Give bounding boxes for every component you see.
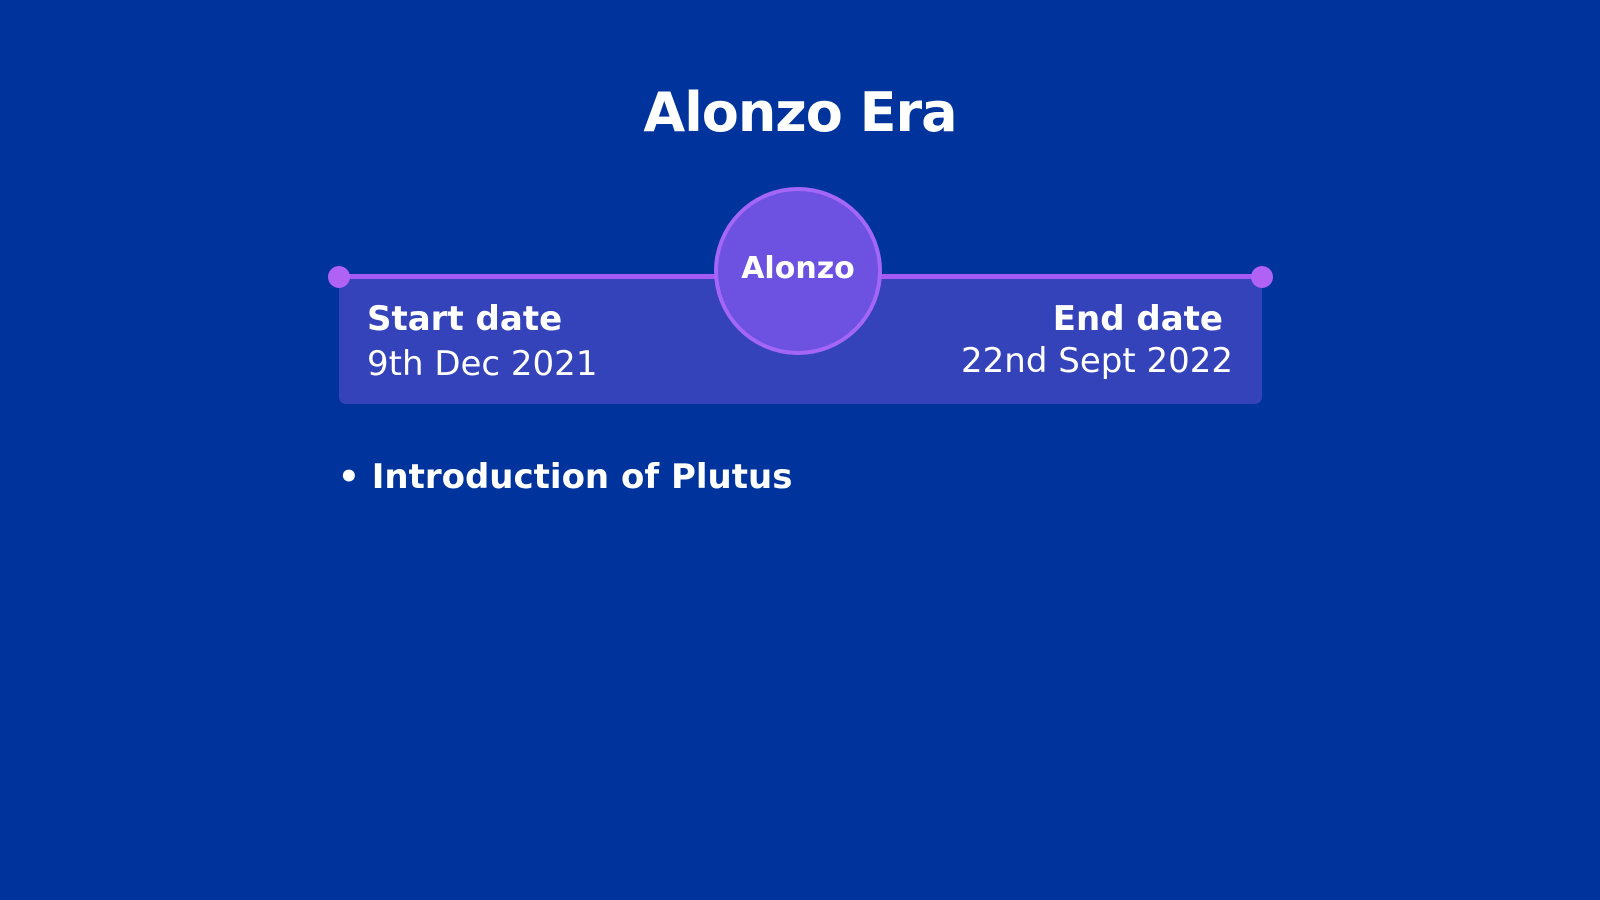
start-date-label: Start date <box>367 299 563 339</box>
bullet-item: • Introduction of Plutus <box>338 455 792 499</box>
start-date-value: 9th Dec 2021 <box>367 344 598 384</box>
era-circle: Alonzo <box>714 187 882 355</box>
slide-title: Alonzo Era <box>643 81 957 144</box>
era-circle-label: Alonzo <box>741 251 855 286</box>
timeline-start-dot <box>328 266 350 288</box>
timeline-end-dot <box>1251 266 1273 288</box>
bullet-list: • Introduction of Plutus <box>338 455 792 499</box>
bullet-marker: • <box>338 457 360 497</box>
bullet-text: Introduction of Plutus <box>371 457 793 497</box>
end-date-label: End date <box>1052 299 1223 339</box>
end-date-value: 22nd Sept 2022 <box>961 341 1233 381</box>
